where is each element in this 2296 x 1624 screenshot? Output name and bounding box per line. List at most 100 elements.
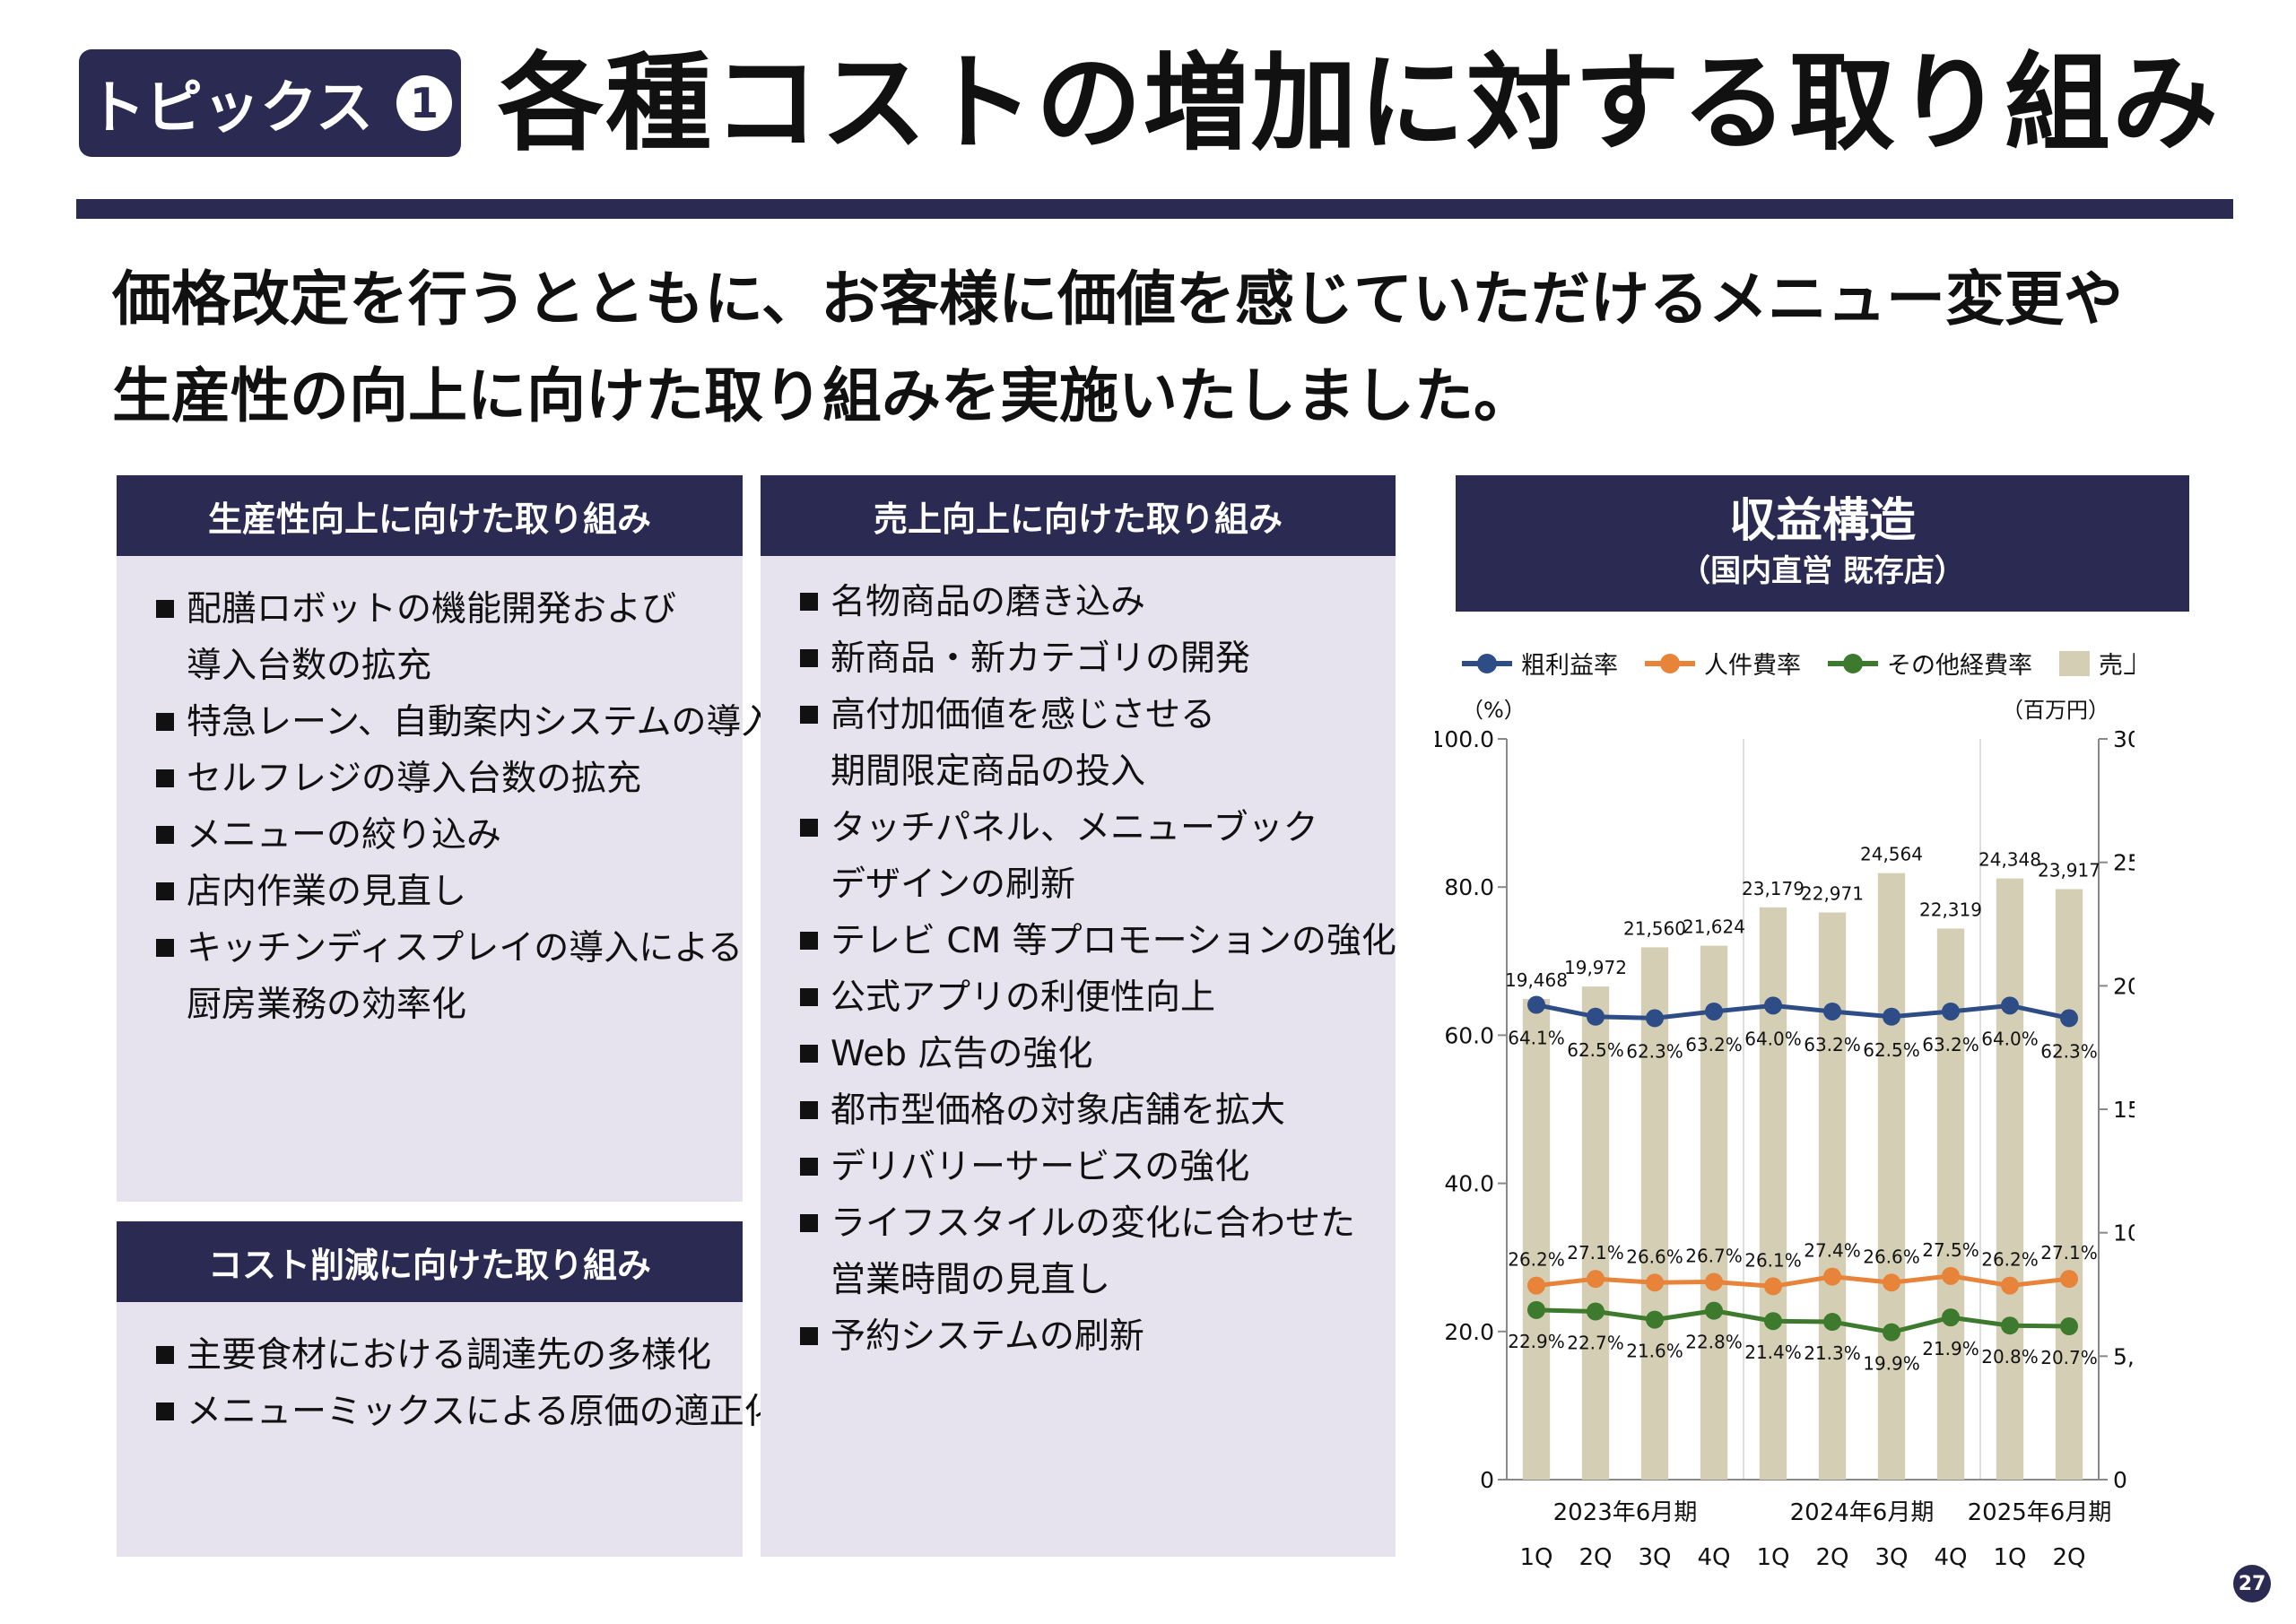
series-data-label-2: 19.9% (1863, 1353, 1920, 1375)
list-item: 店内作業の見直し (152, 864, 743, 920)
list-item-text: Web 広告の強化 (831, 1034, 1093, 1074)
series-data-label-2: 22.9% (1508, 1331, 1565, 1352)
series-point-2 (2001, 1316, 2019, 1335)
revenue-bar-label: 23,917 (2038, 859, 2100, 881)
list-item-text: ライフスタイルの変化に合わせた (831, 1203, 1356, 1244)
series-point-1 (1883, 1273, 1900, 1292)
legend-marker-1 (1660, 654, 1680, 673)
series-point-0 (1527, 995, 1545, 1014)
list-item: 都市型価格の対象店舗を拡大 (796, 1082, 1396, 1139)
series-data-label-0: 64.1% (1508, 1028, 1565, 1049)
x-tick-label: 1Q (1519, 1544, 1552, 1571)
revenue-bar-label: 22,971 (1801, 883, 1864, 905)
series-point-1 (2060, 1270, 2078, 1289)
list-item-text: セルフレジの導入台数の拡充 (187, 759, 642, 799)
series-data-label-2: 21.4% (1744, 1342, 1802, 1363)
series-point-0 (1883, 1007, 1900, 1026)
left-tick-label: 60.0 (1444, 1022, 1494, 1048)
list-item-text: 導入台数の拡充 (187, 646, 432, 686)
lead-text: 価格改定を行うとともに、お客様に価値を感じていただけるメニュー変更や 生産性の向… (112, 251, 2265, 445)
series-data-label-2: 21.6% (1626, 1341, 1683, 1362)
series-point-2 (1527, 1300, 1545, 1319)
series-data-label-0: 62.5% (1567, 1039, 1624, 1061)
sales-list: 名物商品の磨き込み 新商品・新カテゴリの開発 高付加価値を感じさせる 期間限定商品の投… (761, 556, 1396, 1365)
series-data-label-1: 26.6% (1626, 1246, 1683, 1267)
list-item: Web 広告の強化 (796, 1026, 1396, 1082)
x-tick-label: 2Q (1815, 1544, 1848, 1571)
revenue-bar (1759, 907, 1787, 1480)
series-data-label-2: 20.7% (2040, 1347, 2098, 1368)
series-point-0 (1646, 1009, 1664, 1028)
x-tick-label: 1Q (1993, 1544, 2026, 1571)
series-line-1 (1535, 1273, 2070, 1289)
list-item: ライフスタイルの変化に合わせた 営業時間の見直し (796, 1195, 1396, 1308)
series-point-1 (1823, 1267, 1841, 1286)
period-group-label: 2024年6月期 (1790, 1499, 1935, 1526)
right-tick-label: 30,000 (2113, 726, 2135, 752)
sales-panel-title: 売上向上に向けた取り組み (761, 475, 1396, 556)
chart-title: 収益構造 (1728, 494, 1916, 548)
right-tick-label: 0 (2113, 1467, 2127, 1493)
lead-line-1: 価格改定を行うとともに、お客様に価値を感じていただけるメニュー変更や (112, 265, 2124, 334)
series-point-1 (1527, 1276, 1545, 1295)
list-item: 予約システムの刷新 (796, 1308, 1396, 1365)
revenue-bar-label: 24,564 (1860, 844, 1923, 865)
productivity-panel-title: 生産性向上に向けた取り組み (117, 475, 743, 556)
list-item-text: メニューの絞り込み (187, 815, 502, 855)
list-item: 特急レーン、自動案内システムの導入 (152, 694, 777, 751)
revenue-bar-label: 23,179 (1742, 878, 1805, 899)
series-point-2 (1823, 1313, 1841, 1332)
x-tick-label: 3Q (1638, 1544, 1671, 1571)
series-point-1 (1646, 1273, 1664, 1292)
list-item-text: タッチパネル、メニューブック (831, 808, 1318, 848)
productivity-list: 配膳ロボットの機能開発および 導入台数の拡充 特急レーン、自動案内システムの導入 セル… (117, 556, 777, 1033)
list-item-text: 営業時間の見直し (831, 1260, 1111, 1300)
left-tick-label: 0 (1480, 1467, 1494, 1493)
series-data-label-1: 26.1% (1744, 1249, 1802, 1271)
list-item-text: 都市型価格の対象店舗を拡大 (831, 1090, 1286, 1131)
x-tick-label: 1Q (1756, 1544, 1789, 1571)
series-point-0 (1587, 1007, 1605, 1026)
list-item-text: テレビ CM 等プロモーションの強化 (831, 921, 1396, 961)
list-item: テレビ CM 等プロモーションの強化 (796, 913, 1396, 969)
right-tick-label: 15,000 (2113, 1097, 2135, 1123)
series-line-2 (1535, 1307, 2070, 1335)
list-item-text: 新商品・新カテゴリの開発 (831, 638, 1251, 679)
right-tick-label: 10,000 (2113, 1220, 2135, 1246)
right-tick-label: 5,000 (2113, 1343, 2135, 1369)
list-item: メニューミックスによる原価の適正化 (152, 1384, 779, 1440)
series-point-1 (1764, 1277, 1782, 1296)
revenue-bar (1640, 947, 1669, 1480)
chart-subtitle: （国内直営 既存店） (1680, 553, 1965, 589)
list-item: タッチパネル、メニューブック デザインの刷新 (796, 800, 1396, 913)
left-axis-unit: （%） (1462, 698, 1526, 723)
productivity-panel: 生産性向上に向けた取り組み 配膳ロボットの機能開発および 導入台数の拡充 特急レーン… (117, 475, 777, 1202)
x-tick-label: 3Q (1874, 1544, 1908, 1571)
list-item: メニューの絞り込み (152, 807, 743, 864)
series-data-label-0: 62.3% (1626, 1040, 1683, 1062)
x-tick-label: 2Q (2052, 1544, 2085, 1571)
title-divider (76, 199, 2233, 219)
revenue-bar (1522, 998, 1551, 1480)
series-data-label-1: 27.4% (1804, 1240, 1861, 1262)
series-point-2 (1764, 1312, 1782, 1331)
left-tick-label: 40.0 (1444, 1171, 1494, 1197)
series-point-2 (1942, 1308, 1960, 1327)
revenue-structure-chart: 粗利益率 人件費率 その他経費率 売上高 （%） （百万円） 0 20.0 40.0 60.0 80… (1435, 651, 2135, 1571)
left-tick-label: 20.0 (1444, 1319, 1494, 1345)
list-item-text: 主要食材における調達先の多様化 (187, 1335, 712, 1376)
series-data-label-0: 64.0% (1744, 1028, 1802, 1049)
legend-label-1: 人件費率 (1704, 652, 1801, 680)
series-data-label-0: 62.3% (2040, 1040, 2098, 1062)
revenue-bar-label: 21,624 (1683, 916, 1745, 938)
series-data-label-0: 62.5% (1863, 1039, 1920, 1061)
right-tick-label: 25,000 (2113, 850, 2135, 876)
series-point-2 (1587, 1302, 1605, 1321)
revenue-bar (1581, 986, 1610, 1480)
list-item-text: デリバリーサービスの強化 (831, 1147, 1250, 1187)
revenue-bar-label: 19,468 (1505, 969, 1568, 991)
revenue-bar-label: 19,972 (1564, 957, 1627, 978)
chart-header: 収益構造 （国内直営 既存店） (1456, 475, 2189, 612)
series-data-label-2: 22.8% (1685, 1332, 1743, 1353)
revenue-bar (1700, 945, 1728, 1480)
